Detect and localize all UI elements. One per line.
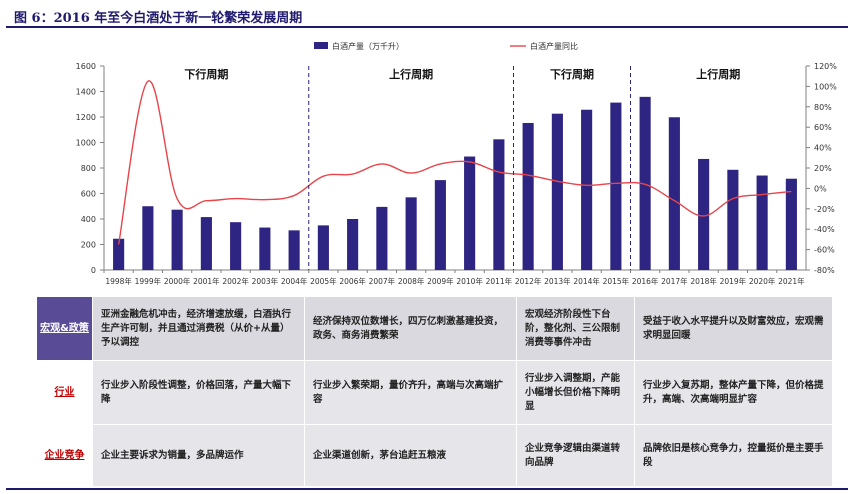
legend-label-bar: 白酒产量（万千升） (332, 41, 404, 51)
y-tick-label-left: 400 (81, 215, 96, 224)
table-cell: 宏观经济阶段性下台阶，整化剂、三公限制消费等事件冲击 (516, 296, 635, 361)
x-tick-label: 2005年 (310, 276, 337, 286)
y-tick-label-right: 120% (814, 62, 837, 71)
x-tick-label: 2015年 (603, 276, 630, 286)
table-cell: 企业竞争逻辑由渠道转向品牌 (516, 424, 635, 487)
y-tick-label-right: -40% (814, 225, 835, 234)
bar-production (522, 122, 534, 271)
y-tick-label-left: 1000 (76, 139, 96, 148)
x-tick-label: 2007年 (369, 276, 396, 286)
x-tick-label: 2019年 (720, 276, 747, 286)
bar-production (259, 227, 271, 270)
table-row-competition: 企业竞争 企业主要诉求为销量，多品牌运作 企业渠道创新，茅台追赶五粮液 企业竞争… (36, 424, 833, 487)
chart: 0 200 400 600 800 1000 1200 1400 1600 -80% -60% -40… (76, 41, 838, 286)
cycle-table: 宏观&政策 亚洲金融危机冲击，经济增速放缓，白酒执行生产许可制，并且通过消费税（… (36, 296, 833, 487)
row-header-macro: 宏观&政策 (36, 296, 93, 361)
x-tick-label: 2000年 (164, 276, 191, 286)
table-cell: 受益于收入水平提升以及财富效应，宏观需求明显回暖 (634, 296, 833, 361)
legend-swatch-bar (314, 42, 328, 49)
figure-title-bar: 图 6：2016 年至今白酒处于新一轮繁荣发展周期 (6, 4, 848, 28)
x-tick-label: 2017年 (661, 276, 688, 286)
bar-production (200, 217, 212, 270)
line-yoy (117, 80, 792, 245)
table-cell: 品牌依旧是核心竞争力，控量挺价是主要手段 (634, 424, 833, 487)
bar-production (639, 96, 651, 270)
table-cell: 亚洲金融危机冲击，经济增速放缓，白酒执行生产许可制，并且通过消费税（从价+从量）… (92, 296, 305, 361)
x-tick-label: 2001年 (193, 276, 220, 286)
y-tick-label-left: 600 (81, 190, 96, 199)
y-tick-label-right: 20% (814, 164, 832, 173)
bar-production (551, 113, 563, 270)
row-header-industry: 行业 (36, 360, 93, 425)
x-tick-label: 2016年 (632, 276, 659, 286)
bar-production (756, 175, 768, 270)
y-tick-label-right: -20% (814, 205, 835, 214)
x-tick-label: 2006年 (339, 276, 366, 286)
bar-production (434, 180, 446, 270)
y-tick-label-left: 800 (81, 164, 96, 173)
bar-production (464, 156, 476, 270)
y-tick-label-right: -60% (814, 246, 835, 255)
cycle-label: 上行周期 (389, 67, 433, 81)
bar-production (288, 230, 300, 270)
table-cell: 行业步入调整期，产能小幅增长但价格下降明显 (516, 360, 635, 425)
table-cell: 经济保持双位数增长，四万亿刺激基建投资，政务、商务消费繁荣 (304, 296, 517, 361)
x-tick-label: 2021年 (778, 276, 805, 286)
y-tick-label-right: 60% (814, 123, 832, 132)
y-tick-label-left: 1200 (76, 113, 96, 122)
x-tick-label: 2011年 (486, 276, 513, 286)
y-tick-label-left: 1600 (76, 62, 96, 71)
bar-production (376, 206, 388, 270)
cycle-label: 下行周期 (184, 67, 228, 81)
x-tick-label: 1999年 (135, 276, 162, 286)
table-cell: 企业渠道创新，茅台追赶五粮液 (304, 424, 517, 487)
x-tick-label: 2013年 (544, 276, 571, 286)
x-tick-label: 2010年 (456, 276, 483, 286)
bar-production (581, 109, 593, 270)
bar-production (142, 206, 154, 270)
bar-production (785, 178, 797, 270)
legend-label-line: 白酒产量同比 (530, 41, 578, 51)
x-tick-label: 2009年 (427, 276, 454, 286)
y-tick-label-left: 0 (91, 266, 96, 275)
y-tick-label-right: 0% (814, 184, 827, 193)
table-cell: 行业步入繁荣期，量价齐升，高端与次高端扩容 (304, 360, 517, 425)
bar-production (610, 102, 622, 270)
x-tick-label: 2012年 (515, 276, 542, 286)
bar-production (171, 209, 183, 270)
bar-production (727, 169, 739, 270)
x-tick-label: 2004年 (281, 276, 308, 286)
table-row-macro: 宏观&政策 亚洲金融危机冲击，经济增速放缓，白酒执行生产许可制，并且通过消费税（… (36, 296, 833, 361)
x-tick-label: 2003年 (252, 276, 279, 286)
x-tick-label: 2014年 (573, 276, 600, 286)
x-tick-label: 2020年 (749, 276, 776, 286)
bar-production (113, 238, 125, 270)
y-tick-label-left: 1400 (76, 88, 96, 97)
bar-production (493, 139, 505, 270)
x-tick-label: 2008年 (398, 276, 425, 286)
row-header-competition: 企业竞争 (36, 424, 93, 487)
bar-production (698, 158, 710, 270)
cycle-label: 上行周期 (696, 67, 740, 81)
y-tick-label-right: 100% (814, 82, 837, 91)
x-tick-label: 1998年 (105, 276, 132, 286)
x-tick-label: 2018年 (690, 276, 717, 286)
x-tick-label: 2002年 (222, 276, 249, 286)
bar-production (317, 225, 329, 270)
y-tick-label-right: 40% (814, 144, 832, 153)
figure-title: 图 6：2016 年至今白酒处于新一轮繁荣发展周期 (14, 11, 303, 26)
bar-production (668, 117, 680, 270)
y-tick-label-right: -80% (814, 266, 835, 275)
table-row-industry: 行业 行业步入阶段性调整，价格回落，产量大幅下降 行业步入繁荣期，量价齐升，高端… (36, 360, 833, 425)
y-tick-label-left: 200 (81, 241, 96, 250)
table-cell: 企业主要诉求为销量，多品牌运作 (92, 424, 305, 487)
bar-production (230, 222, 242, 270)
y-tick-label-right: 80% (814, 103, 832, 112)
bar-production (347, 219, 359, 270)
bar-production (405, 197, 417, 270)
table-cell: 行业步入复苏期，整体产量下降，但价格提升，高端、次高端明显扩容 (634, 360, 833, 425)
table-cell: 行业步入阶段性调整，价格回落，产量大幅下降 (92, 360, 305, 425)
bottom-rule (6, 488, 848, 490)
cycle-label: 下行周期 (550, 67, 594, 81)
